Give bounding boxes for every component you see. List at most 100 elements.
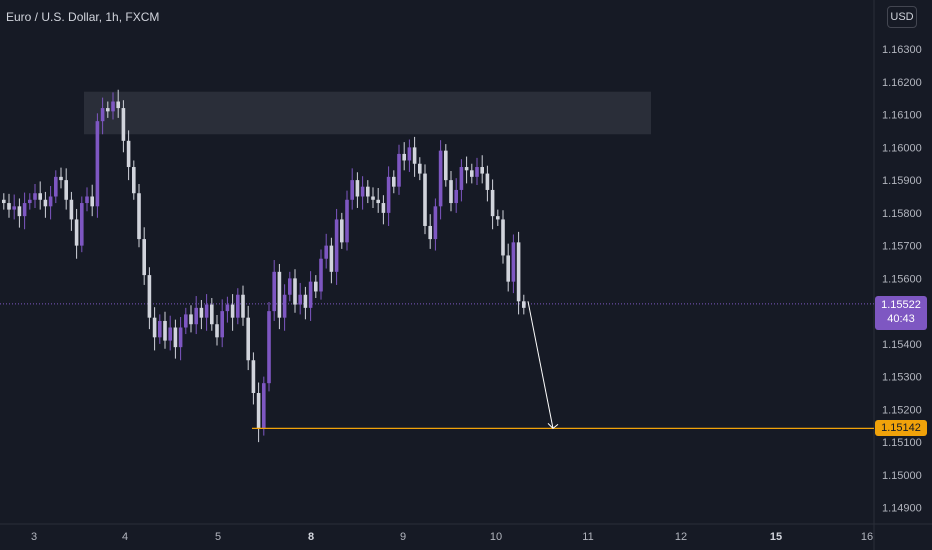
candle-59 xyxy=(308,271,313,321)
candle-body xyxy=(126,140,131,168)
candle-body xyxy=(418,163,422,174)
candle-20 xyxy=(106,101,110,118)
candle-body xyxy=(142,239,146,276)
candle-body xyxy=(215,324,219,338)
candle-body xyxy=(345,199,349,243)
candle-body xyxy=(366,186,370,197)
candle-body xyxy=(324,245,328,259)
price-tick-8: 1.15700 xyxy=(882,241,922,253)
time-tick-4: 9 xyxy=(400,531,406,543)
price-tick-11: 1.16000 xyxy=(882,142,922,154)
candle-body xyxy=(329,245,334,272)
candle-body xyxy=(80,203,84,246)
candle-body xyxy=(340,219,344,243)
candle-body xyxy=(298,294,302,305)
time-tick-5: 10 xyxy=(490,531,502,543)
candle-body xyxy=(236,294,240,318)
candle-body xyxy=(163,320,167,341)
candle-body xyxy=(256,393,261,430)
candle-body xyxy=(262,383,266,430)
price-tick-1: 1.15000 xyxy=(882,470,922,482)
candle-14 xyxy=(74,208,79,259)
candle-body xyxy=(308,281,313,308)
candle-76 xyxy=(397,144,401,195)
candle-body xyxy=(360,186,365,197)
candle-body xyxy=(459,167,464,190)
candle-body xyxy=(225,304,230,312)
candle-body xyxy=(147,275,152,318)
candle-body xyxy=(158,320,162,338)
candle-body xyxy=(241,294,245,318)
candle-body xyxy=(444,150,448,181)
candle-body xyxy=(288,278,292,295)
candle-84 xyxy=(438,140,443,220)
candle-98 xyxy=(511,234,516,294)
candle-body xyxy=(334,219,339,272)
candle-body xyxy=(168,327,172,341)
candle-body xyxy=(199,307,204,318)
candle-body xyxy=(59,176,63,181)
candle-92 xyxy=(480,155,484,184)
candle-body xyxy=(1,199,6,204)
candle-body xyxy=(69,199,74,220)
candle-body xyxy=(204,304,209,318)
candle-body xyxy=(178,327,183,348)
candle-body xyxy=(111,101,115,112)
candle-body xyxy=(428,225,432,240)
candle-1 xyxy=(7,193,11,218)
candle-body xyxy=(371,196,375,200)
currency-badge[interactable]: USD xyxy=(887,6,917,28)
candle-29 xyxy=(152,307,157,351)
candle-body xyxy=(246,317,250,361)
candle-37 xyxy=(194,296,198,335)
candle-58 xyxy=(303,286,308,320)
candle-45 xyxy=(236,288,240,325)
candle-32 xyxy=(168,315,172,351)
candle-88 xyxy=(459,159,464,202)
candle-94 xyxy=(490,179,495,230)
candle-body xyxy=(210,304,214,325)
candle-89 xyxy=(464,156,469,184)
candle-body xyxy=(475,167,479,177)
candle-27 xyxy=(142,227,146,285)
candle-body xyxy=(470,170,474,177)
candle-75 xyxy=(392,170,396,194)
candle-26 xyxy=(137,184,141,248)
candle-96 xyxy=(501,210,505,264)
candle-body xyxy=(412,147,417,164)
candle-81 xyxy=(423,164,427,235)
candle-17 xyxy=(90,184,94,217)
candle-61 xyxy=(319,249,323,300)
candles-group xyxy=(1,89,526,443)
price-tick-5: 1.15400 xyxy=(882,339,922,351)
candle-87 xyxy=(454,178,458,213)
candle-body xyxy=(137,193,141,240)
candle-7 xyxy=(38,181,42,210)
candle-body xyxy=(376,199,380,204)
candle-66 xyxy=(345,190,349,251)
candle-97 xyxy=(506,243,510,292)
candle-43 xyxy=(225,296,230,323)
candle-25 xyxy=(132,160,136,200)
candle-body xyxy=(485,173,490,190)
price-axis[interactable]: 1.14900 1.15000 1.15100 1.15200 1.15300 1.154… xyxy=(882,44,922,515)
candle-8 xyxy=(43,191,48,218)
candle-100 xyxy=(522,294,526,315)
time-axis[interactable]: 3 4 5 8 9 10 11 12 15 16 xyxy=(31,531,873,543)
candle-body xyxy=(28,199,32,204)
candle-50 xyxy=(262,376,266,436)
candle-body xyxy=(194,307,198,325)
candle-body xyxy=(511,242,516,282)
candle-body xyxy=(277,271,282,318)
candle-body xyxy=(386,176,391,213)
candle-80 xyxy=(418,157,422,181)
candle-body xyxy=(480,167,484,174)
candle-79 xyxy=(412,136,417,177)
candle-body xyxy=(17,206,22,217)
candle-15 xyxy=(80,196,84,253)
candle-body xyxy=(22,203,27,217)
candle-5 xyxy=(28,193,32,210)
candle-body xyxy=(454,189,458,204)
target-price-label: 1.15142 xyxy=(875,420,927,436)
